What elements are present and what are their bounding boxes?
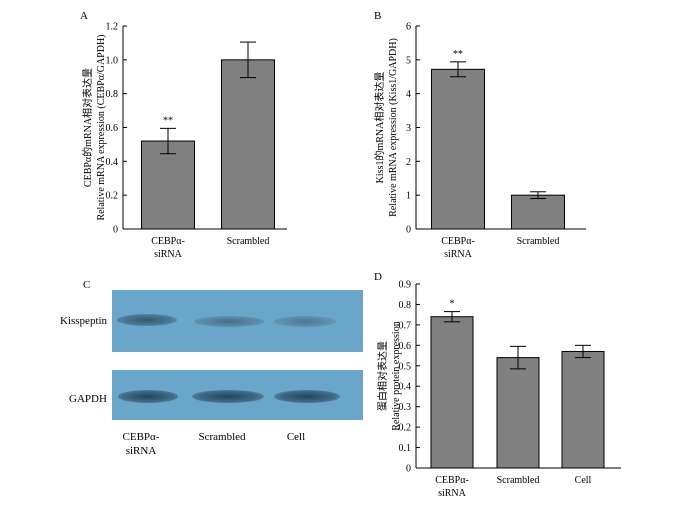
bar-a-2 (221, 59, 275, 230)
blot-band (274, 316, 336, 327)
blot-band (118, 390, 178, 403)
y-tick-label-d: 0.5 (399, 361, 412, 372)
y-tick-label-d: 0 (406, 464, 411, 475)
category-label-a-2: Scrambled (227, 236, 270, 247)
y-axis-label-b: Kiss1的mRNA相对表达量 Relative mRNA expression … (373, 38, 399, 217)
bar-d-1 (430, 316, 474, 469)
blot-band (117, 314, 177, 326)
y-tick-label-a: 0.4 (106, 157, 119, 168)
western-blot (112, 290, 363, 420)
y-tick-label-a: 0 (113, 225, 118, 236)
y-tick-label-d: 0.7 (399, 320, 412, 331)
blot-lane-label-2: Scrambled (198, 431, 246, 443)
y-tick-label-a: 1.0 (106, 55, 119, 66)
category-label-d-1: CEBPα-siRNA (435, 475, 469, 499)
blot-band (274, 390, 340, 403)
significance-marker-d-1: * (450, 299, 455, 310)
blot-lane-label-3: Cell (286, 431, 306, 443)
blot-row-label-gapdh: GAPDH (69, 393, 107, 405)
blot-band (192, 390, 264, 403)
category-label-a-1: CEBPα-siRNA (151, 236, 185, 260)
y-tick-label-a: 0.6 (106, 123, 119, 134)
y-tick-label-d: 0.4 (399, 382, 412, 393)
bar-b-2 (511, 194, 565, 230)
panel-letter-d: D (374, 271, 382, 283)
category-label-b-2: Scrambled (517, 236, 560, 247)
y-tick-label-b: 1 (406, 191, 411, 202)
y-tick-label-d: 0.6 (399, 341, 412, 352)
y-tick-label-b: 4 (406, 89, 411, 100)
category-label-d-2: Scrambled (497, 475, 540, 486)
panel-letter-b: B (374, 10, 381, 22)
blot-lane-label-1: CEBPα- siRNA (122, 431, 160, 457)
y-tick-label-b: 0 (406, 225, 411, 236)
y-tick-label-a: 0.8 (106, 89, 119, 100)
y-tick-label-a: 1.2 (106, 22, 119, 33)
bar-d-3 (561, 350, 605, 469)
significance-marker-a-1: ** (163, 115, 173, 126)
y-tick-label-d: 0.3 (399, 402, 412, 413)
y-tick-label-b: 2 (406, 157, 411, 168)
y-tick-label-d: 0.1 (399, 443, 412, 454)
blot-strip-kisspeptin (112, 290, 363, 352)
blot-strip-gapdh (112, 370, 363, 420)
y-tick-label-b: 5 (406, 55, 411, 66)
y-tick-label-d: 0.2 (399, 423, 412, 434)
y-tick-label-b: 3 (406, 123, 411, 134)
bar-d-2 (496, 357, 540, 469)
y-tick-label-d: 0.8 (399, 300, 412, 311)
panel-letter-c: C (83, 279, 91, 291)
blot-band (194, 316, 264, 327)
blot-row-label-kisspeptin: Kisspeptin (60, 315, 108, 327)
category-label-d-3: Cell (575, 475, 592, 486)
y-axis-label-d: 蛋白相对表达量 Relative protein expression (376, 321, 402, 430)
significance-marker-b-1: ** (453, 49, 463, 60)
y-tick-label-a: 0.2 (106, 191, 119, 202)
bar-b-1 (431, 68, 485, 230)
panel-letter-a: A (80, 10, 88, 22)
bar-a-1 (141, 140, 195, 230)
category-label-b-1: CEBPα-siRNA (441, 236, 475, 260)
y-tick-label-b: 6 (406, 22, 411, 33)
y-axis-label-a: CEBPα的mRNA相对表达量 Relative mRNA expression … (81, 34, 107, 220)
y-tick-label-d: 0.9 (399, 280, 412, 291)
